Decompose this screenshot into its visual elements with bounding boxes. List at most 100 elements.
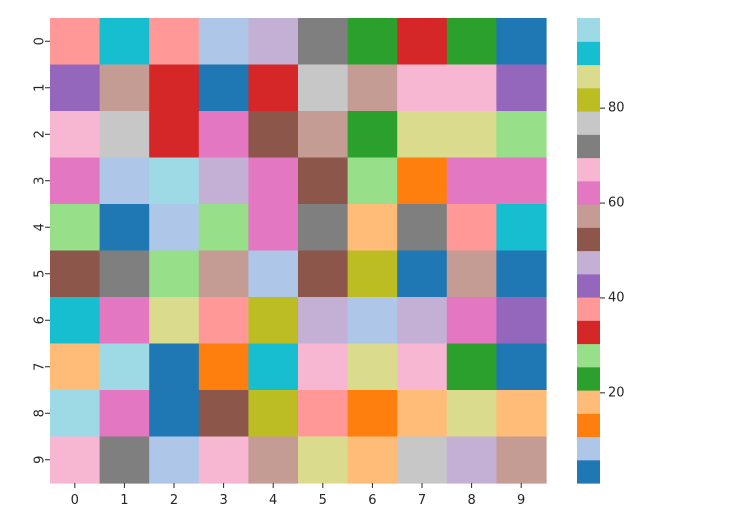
colorbar-segment: [577, 273, 600, 298]
y-tick-label: 4: [33, 223, 48, 231]
heatmap-cell-r4-c0: [50, 204, 101, 252]
heatmap-cell-r6-c8: [446, 297, 497, 345]
heatmap-cells: [50, 18, 547, 484]
heatmap-cell-r8-c4: [248, 390, 299, 438]
heatmap-cell-r2-c0: [50, 111, 101, 159]
heatmap-cell-r0-c6: [347, 18, 398, 66]
heatmap-cell-r6-c3: [198, 297, 249, 345]
colorbar-segment: [577, 413, 600, 438]
heatmap-cell-r6-c6: [347, 297, 398, 345]
heatmap-cell-r8-c8: [446, 390, 497, 438]
colorbar-tick-label: 20: [608, 385, 625, 400]
y-tick-label: 5: [33, 270, 48, 278]
heatmap-cell-r3-c6: [347, 157, 398, 205]
heatmap-cell-r8-c2: [149, 390, 200, 438]
heatmap-cell-r2-c5: [298, 111, 349, 159]
heatmap-cell-r6-c7: [397, 297, 448, 345]
heatmap-cell-r2-c6: [347, 111, 398, 159]
heatmap-cell-r9-c2: [149, 436, 200, 484]
colorbar-segment: [577, 250, 600, 275]
heatmap-cell-r4-c7: [397, 204, 448, 252]
heatmap-cell-r6-c4: [248, 297, 299, 345]
heatmap-cell-r7-c6: [347, 343, 398, 391]
colorbar-segment: [577, 436, 600, 461]
colorbar-segment: [577, 390, 600, 414]
colorbar-segment: [577, 41, 600, 66]
heatmap-cell-r9-c9: [496, 436, 547, 484]
heatmap-cell-r2-c3: [198, 111, 249, 159]
heatmap-cell-r3-c0: [50, 157, 101, 205]
y-tick-label: 3: [33, 177, 48, 185]
x-tick-label: 5: [319, 493, 327, 508]
colorbar-segment: [577, 227, 600, 252]
x-tick-label: 2: [170, 493, 178, 508]
colorbar-tick-label: 60: [608, 196, 625, 211]
heatmap-cell-r4-c9: [496, 204, 547, 252]
heatmap-cell-r6-c5: [298, 297, 349, 345]
y-tick-label: 6: [33, 316, 48, 324]
heatmap-cell-r0-c4: [248, 18, 299, 66]
heatmap-cell-r9-c5: [298, 436, 349, 484]
colorbar-segment: [577, 297, 600, 321]
y-axis: 0 1 2 3 4 5 6 7 8 9: [33, 37, 50, 464]
colorbar-segment: [577, 459, 600, 484]
heatmap-cell-r7-c8: [446, 343, 497, 391]
heatmap-cell-r5-c8: [446, 250, 497, 298]
heatmap-cell-r9-c4: [248, 436, 299, 484]
y-tick-label: 8: [33, 409, 48, 417]
heatmap-cell-r5-c3: [198, 250, 249, 298]
heatmap-cell-r4-c3: [198, 204, 249, 252]
heatmap-cell-r4-c1: [99, 204, 150, 252]
heatmap-cell-r0-c1: [99, 18, 150, 66]
x-tick-label: 4: [269, 493, 277, 508]
heatmap-cell-r3-c9: [496, 157, 547, 205]
colorbar-segment: [577, 87, 600, 112]
heatmap-cell-r0-c2: [149, 18, 200, 66]
heatmap-cell-r8-c0: [50, 390, 101, 438]
heatmap-cell-r5-c7: [397, 250, 448, 298]
heatmap-cell-r8-c1: [99, 390, 150, 438]
x-tick-label: 6: [368, 493, 376, 508]
heatmap-cell-r6-c2: [149, 297, 200, 345]
y-tick-label: 1: [33, 84, 48, 92]
heatmap-cell-r1-c0: [50, 64, 101, 112]
heatmap-cell-r7-c2: [149, 343, 200, 391]
heatmap-cell-r0-c3: [198, 18, 249, 66]
heatmap-cell-r7-c3: [198, 343, 249, 391]
heatmap-cell-r8-c5: [298, 390, 349, 438]
heatmap-cell-r1-c3: [198, 64, 249, 112]
heatmap-cell-r8-c6: [347, 390, 398, 438]
colorbar-segment: [577, 343, 600, 368]
heatmap-cell-r6-c1: [99, 297, 150, 345]
heatmap-cell-r3-c7: [397, 157, 448, 205]
colorbar-segment: [577, 157, 600, 182]
heatmap-cell-r1-c5: [298, 64, 349, 112]
heatmap-cell-r5-c0: [50, 250, 101, 298]
heatmap-cell-r9-c3: [198, 436, 249, 484]
heatmap-cell-r1-c1: [99, 64, 150, 112]
heatmap-cell-r2-c1: [99, 111, 150, 159]
heatmap-cell-r2-c9: [496, 111, 547, 159]
heatmap-cell-r5-c6: [347, 250, 398, 298]
colorbar-segment: [577, 111, 600, 135]
x-tick-label: 3: [219, 493, 227, 508]
heatmap-cell-r1-c8: [446, 64, 497, 112]
heatmap-cell-r2-c2: [149, 111, 200, 159]
heatmap-cell-r8-c3: [198, 390, 249, 438]
y-tick-label: 2: [33, 130, 48, 138]
heatmap-cell-r4-c8: [446, 204, 497, 252]
colorbar: [577, 18, 600, 484]
colorbar-tick-label: 40: [608, 290, 625, 305]
colorbar-axis: 20 40 60 80: [600, 101, 625, 400]
heatmap-cell-r9-c0: [50, 436, 101, 484]
x-tick-label: 7: [418, 493, 426, 508]
heatmap-cell-r4-c4: [248, 204, 299, 252]
heatmap-cell-r9-c7: [397, 436, 448, 484]
heatmap-cell-r0-c7: [397, 18, 448, 66]
heatmap-cell-r7-c9: [496, 343, 547, 391]
colorbar-segment: [577, 64, 600, 89]
heatmap-cell-r3-c1: [99, 157, 150, 205]
heatmap-cell-r2-c7: [397, 111, 448, 159]
heatmap-cell-r5-c2: [149, 250, 200, 298]
